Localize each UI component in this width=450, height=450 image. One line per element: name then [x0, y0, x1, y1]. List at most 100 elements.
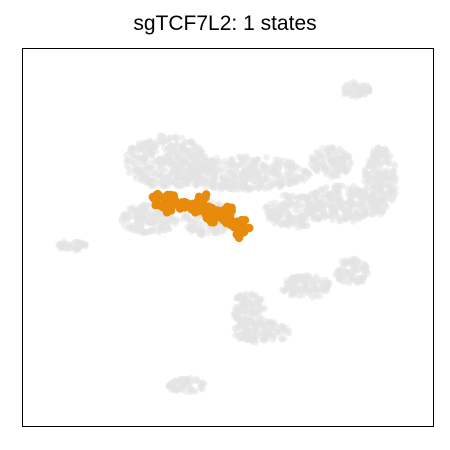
background-cell-point — [319, 287, 327, 295]
background-cell-point — [269, 336, 276, 343]
background-cell-point — [178, 147, 185, 154]
background-cell-point — [193, 154, 200, 161]
background-cell-point — [348, 185, 355, 193]
background-cell-point — [345, 152, 352, 159]
background-cell-point — [357, 192, 364, 199]
background-cell-point — [150, 219, 157, 227]
background-cell-point — [369, 205, 376, 212]
background-cell-point — [234, 169, 242, 177]
background-cell-point — [189, 162, 197, 169]
background-cell-point — [271, 219, 278, 227]
background-cell-point — [151, 143, 158, 150]
background-cell-point — [149, 150, 156, 157]
background-cell-point — [373, 198, 380, 205]
background-cell-point — [331, 160, 338, 168]
background-cell-point — [174, 183, 181, 190]
background-cell-point — [198, 166, 206, 174]
background-cell-point — [321, 207, 328, 215]
background-cell-point — [336, 266, 343, 274]
background-cell-point — [278, 221, 285, 229]
background-cell-point — [190, 144, 198, 152]
background-cell-point — [141, 147, 149, 155]
background-cell-point — [311, 189, 318, 197]
background-cell-point — [383, 203, 390, 210]
background-cell-point — [284, 283, 292, 291]
background-cell-point — [340, 90, 348, 98]
background-cell-point — [361, 85, 369, 92]
background-cell-point — [183, 147, 190, 154]
background-cell-point — [235, 153, 243, 161]
background-cell-point — [352, 93, 360, 100]
background-cell-point — [321, 199, 329, 206]
background-cell-point — [233, 324, 240, 331]
background-cell-point — [291, 283, 298, 291]
background-cell-point — [275, 169, 282, 176]
background-cell-point — [209, 184, 217, 191]
background-cell-point — [279, 192, 286, 199]
background-cell-point — [271, 199, 278, 206]
background-cell-point — [224, 184, 231, 191]
background-cell-point — [82, 243, 89, 250]
background-cell-point — [295, 224, 302, 231]
background-cell-point — [349, 271, 356, 278]
background-cell-point — [311, 212, 319, 219]
background-cell-point — [192, 216, 200, 223]
background-cell-point — [119, 218, 126, 225]
background-cell-point — [139, 229, 146, 236]
background-cell-point — [302, 286, 309, 293]
background-cell-point — [172, 385, 180, 393]
background-cell-point — [260, 174, 268, 181]
background-cell-point — [137, 144, 144, 151]
background-cell-point — [263, 203, 270, 210]
background-cell-point — [371, 163, 379, 171]
highlighted-cell-point — [227, 206, 236, 216]
background-cell-point — [391, 162, 399, 170]
background-cell-point — [370, 152, 378, 160]
background-cell-point — [133, 228, 141, 235]
background-cell-point — [360, 264, 367, 271]
background-cell-point — [176, 159, 184, 167]
background-cell-point — [317, 185, 325, 193]
background-cell-point — [285, 211, 292, 218]
background-cell-point — [238, 161, 245, 168]
background-cell-point — [199, 231, 206, 239]
background-cell-point — [221, 161, 229, 168]
background-cell-point — [190, 177, 197, 184]
background-cell-point — [338, 156, 345, 163]
background-cell-point — [255, 319, 262, 326]
background-cell-point — [353, 81, 360, 88]
background-cell-point — [158, 132, 166, 139]
background-cell-point — [368, 190, 376, 197]
background-cell-point — [321, 159, 328, 166]
background-cell-point — [169, 169, 176, 176]
background-cell-point — [325, 191, 333, 198]
background-cell-point — [165, 225, 172, 232]
background-cell-point — [285, 222, 292, 230]
background-cell-point — [256, 300, 263, 307]
background-cell-point — [309, 155, 316, 163]
background-cell-point — [229, 170, 236, 177]
background-cell-point — [336, 276, 343, 283]
background-cell-point — [255, 171, 262, 178]
background-cell-point — [321, 165, 328, 172]
background-cell-point — [362, 186, 370, 193]
background-cell-point — [272, 156, 279, 163]
background-cell-point — [186, 225, 193, 232]
background-cell-point — [355, 186, 362, 193]
background-cell-point — [242, 323, 249, 331]
background-cell-point — [252, 161, 260, 169]
background-cell-point — [285, 330, 292, 337]
background-cell-point — [197, 145, 204, 153]
background-cell-point — [283, 196, 290, 204]
background-cell-point — [331, 206, 338, 213]
background-cell-point — [181, 157, 189, 164]
highlighted-cell-point — [235, 224, 244, 234]
background-cell-point — [275, 329, 283, 336]
background-cell-point — [316, 293, 323, 300]
background-cell-point — [228, 156, 235, 163]
chart-title: sgTCF7L2: 1 states — [133, 12, 317, 35]
background-cell-point — [156, 210, 164, 217]
background-cell-point — [277, 335, 285, 342]
background-cell-point — [313, 197, 320, 205]
highlighted-cell-point — [200, 193, 209, 202]
